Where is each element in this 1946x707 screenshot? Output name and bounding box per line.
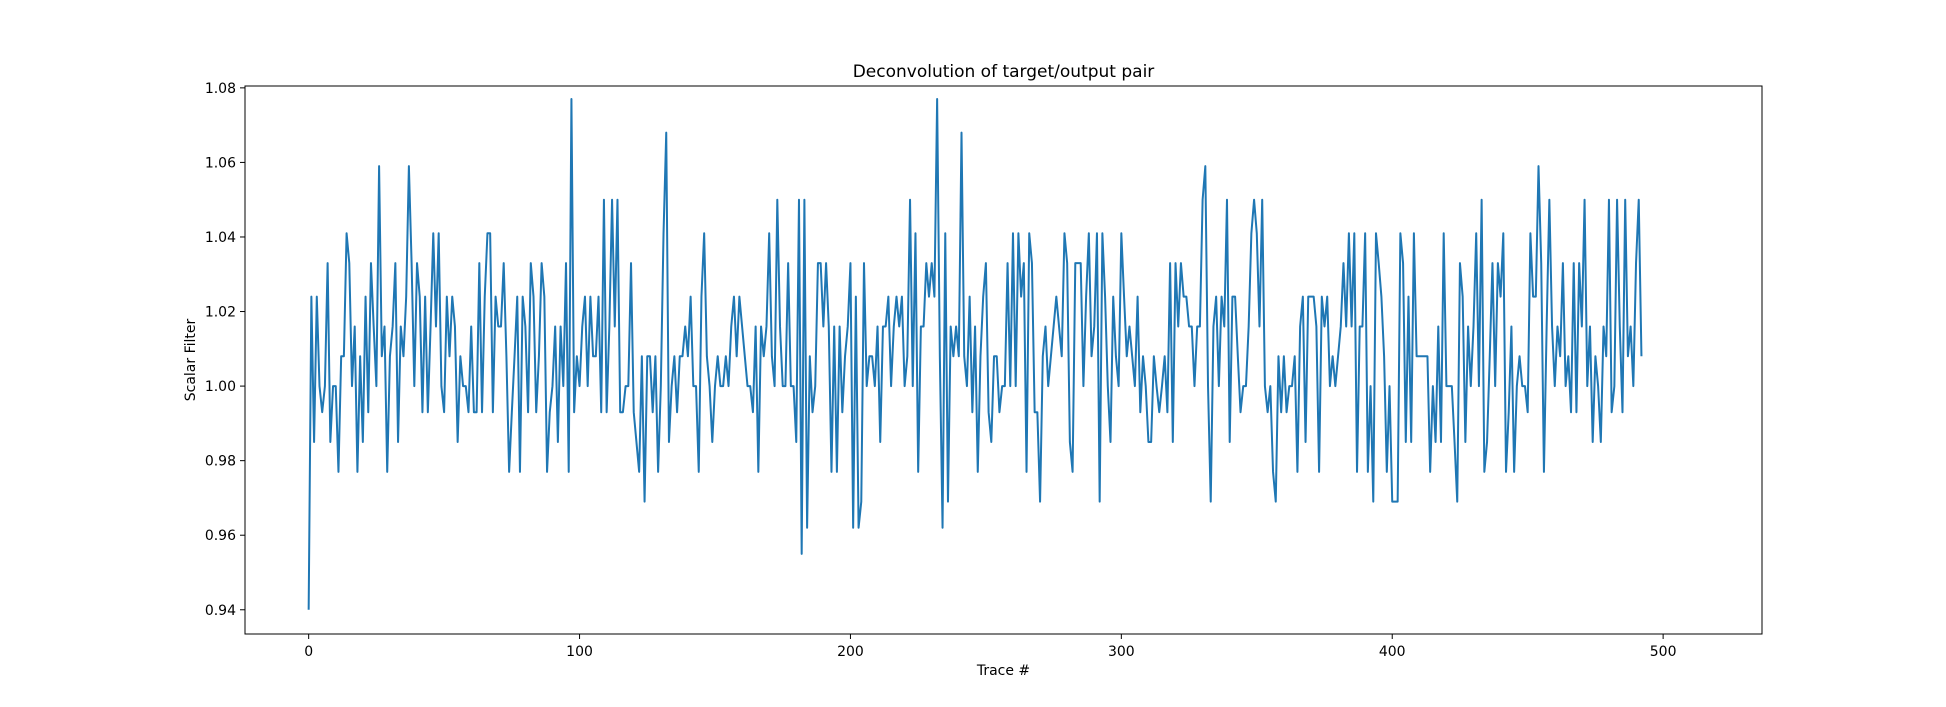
y-tick-label: 1.04 (205, 230, 236, 246)
y-tick-label: 0.98 (205, 454, 236, 470)
y-tick-label: 1.02 (205, 305, 236, 321)
x-tick-label: 100 (566, 644, 593, 660)
y-tick-label: 0.94 (205, 603, 236, 619)
axes-frame (244, 85, 1763, 635)
y-tick-label: 1.00 (205, 379, 236, 395)
x-tick-label: 300 (1108, 644, 1135, 660)
y-tick-label: 1.06 (205, 155, 236, 171)
x-axis: 0 100 200 300 400 500 (304, 634, 1676, 660)
x-tick-label: 500 (1650, 644, 1677, 660)
plot-area (244, 85, 1763, 635)
x-tick-label: 200 (837, 644, 864, 660)
x-tick-label: 0 (304, 644, 313, 660)
x-axis-label: Trace # (976, 663, 1030, 679)
x-tick-label: 400 (1379, 644, 1406, 660)
y-tick-label: 0.96 (205, 528, 236, 544)
y-tick-label: 1.08 (205, 81, 236, 97)
chart-title: Deconvolution of target/output pair (853, 62, 1155, 82)
series-line (307, 98, 1643, 610)
y-axis: 0.94 0.96 0.98 1.00 1.02 1.04 1.06 1.08 (205, 81, 245, 619)
y-axis-label: Scalar Filter (183, 319, 199, 402)
